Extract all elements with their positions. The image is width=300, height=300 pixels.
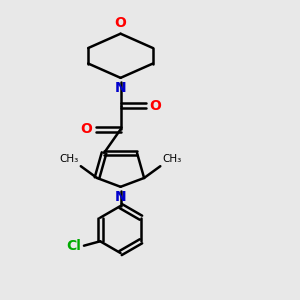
Text: O: O (149, 99, 161, 113)
Text: N: N (115, 81, 126, 95)
Text: N: N (115, 190, 126, 204)
Text: CH₃: CH₃ (163, 154, 182, 164)
Text: Cl: Cl (67, 239, 82, 253)
Text: O: O (115, 16, 127, 30)
Text: O: O (80, 122, 92, 136)
Text: CH₃: CH₃ (59, 154, 79, 164)
